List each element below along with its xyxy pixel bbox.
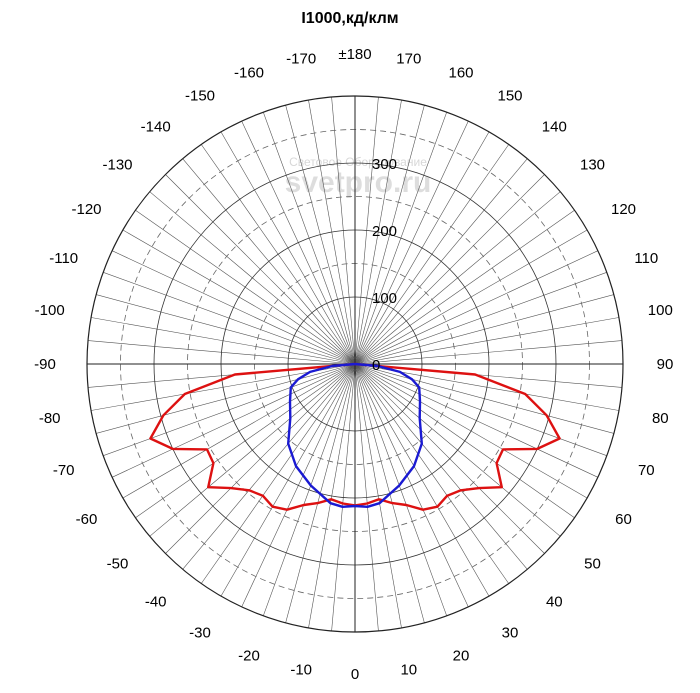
angle-label: 80: [652, 410, 669, 427]
angle-label: 20: [453, 647, 470, 664]
angle-label: -160: [234, 65, 264, 82]
angle-label: -170: [286, 51, 316, 68]
ring-label: 200: [372, 223, 397, 240]
angle-label: -80: [39, 410, 61, 427]
angle-label: 0: [351, 666, 359, 683]
angle-label: 50: [584, 555, 601, 572]
angle-label: -150: [185, 88, 215, 105]
angle-label: -40: [145, 594, 167, 611]
ring-labels: 0 100 200 300: [372, 156, 397, 374]
angle-label: 60: [615, 511, 632, 528]
angle-label: 40: [546, 594, 563, 611]
polar-grid: [86, 95, 624, 633]
angle-label: -130: [102, 157, 132, 174]
angle-label: 120: [611, 201, 636, 218]
angle-label: 10: [400, 661, 417, 678]
angle-label: -90: [34, 356, 56, 373]
angle-label: 110: [634, 250, 658, 267]
series-line-2: [287, 362, 423, 508]
angle-label: 70: [638, 462, 655, 479]
angle-label: 160: [448, 65, 473, 82]
angle-label: -70: [53, 462, 75, 479]
angle-label: 140: [542, 119, 567, 136]
ring-label: 100: [372, 290, 397, 307]
angle-label: -120: [71, 201, 101, 218]
chart-title: I1000,кд/клм: [301, 10, 399, 27]
ring-label: 300: [372, 156, 397, 173]
angle-label: -110: [49, 250, 78, 267]
angle-label: -10: [290, 661, 312, 678]
angle-label: 30: [502, 625, 519, 642]
angle-label: -60: [76, 511, 98, 528]
angle-label: -100: [35, 302, 65, 319]
angle-label: ±180: [338, 46, 371, 63]
angle-label: -20: [238, 647, 260, 664]
angle-label: 100: [648, 302, 673, 319]
angle-label: -50: [107, 555, 129, 572]
angle-label: -30: [189, 625, 211, 642]
angle-label: -140: [141, 119, 171, 136]
series-group: [149, 362, 561, 511]
angle-label: 170: [396, 51, 421, 68]
angle-labels: ±180 170160150140130120110100908070605040…: [34, 46, 673, 683]
angle-label: 150: [497, 88, 522, 105]
angle-label: 90: [657, 356, 674, 373]
angle-label: 130: [580, 157, 605, 174]
ring-label: 0: [372, 357, 380, 374]
